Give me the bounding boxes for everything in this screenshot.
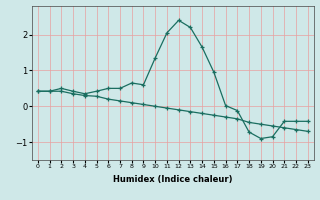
- X-axis label: Humidex (Indice chaleur): Humidex (Indice chaleur): [113, 175, 233, 184]
